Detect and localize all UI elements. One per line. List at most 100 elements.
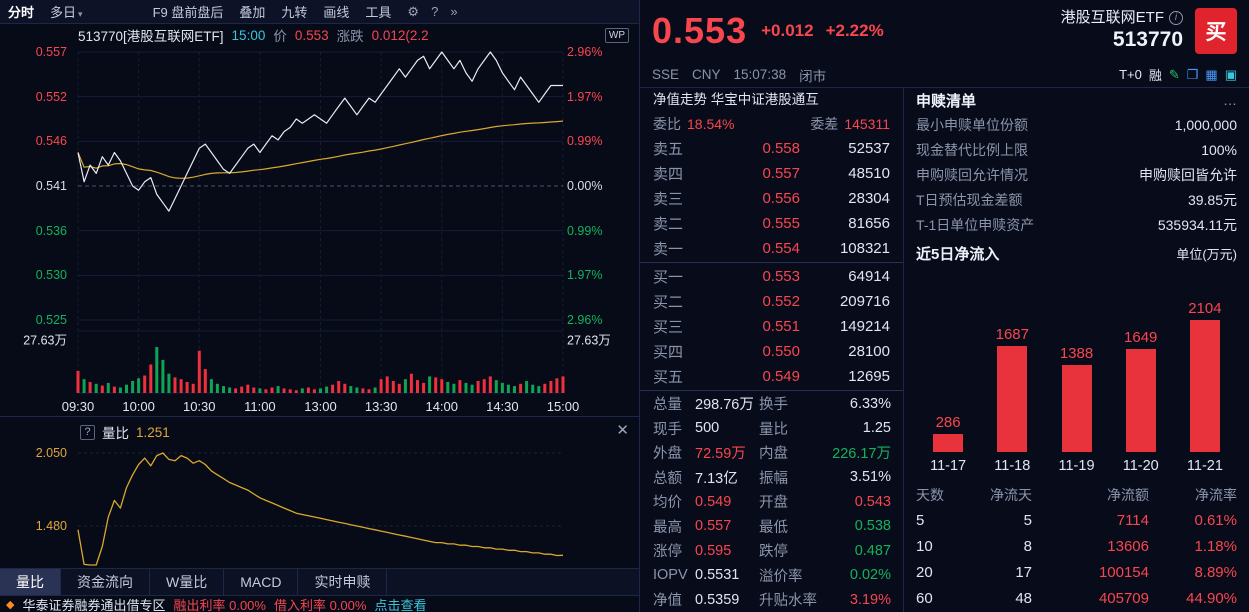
flow-bar-column: 1388 11-19 <box>1058 344 1095 474</box>
toolbar-item[interactable]: 叠加 <box>239 5 266 20</box>
quote-stats: 总量 298.76万 换手 6.33% 现手 500 量比 1.25 外盘 72.59万 内盘 226… <box>653 392 891 612</box>
grid-icon[interactable]: ▦ <box>1205 66 1218 82</box>
ask-row[interactable]: 卖二 0.555 81656 <box>653 214 890 233</box>
flow-bar <box>1061 364 1092 452</box>
intraday-chart-canvas <box>76 51 565 394</box>
time-label: 13:30 <box>364 399 398 414</box>
bid-row[interactable]: 买二 0.552 209716 <box>653 292 890 311</box>
info-row: 最小申赎单位份额 1,000,000 <box>916 117 1237 134</box>
exchange-label: SSE <box>652 67 680 82</box>
buy-button[interactable]: 买 <box>1195 8 1237 54</box>
ticker-text: 华泰证券融券通出借专区 <box>22 597 166 612</box>
ask-row[interactable]: 卖五 0.558 52537 <box>653 139 890 158</box>
price-axis-label: 0.536 <box>35 223 67 238</box>
redemption-info: 最小申赎单位份额 1,000,000 现金替代比例上限 100% 申购赎回允许情况 申购赎… <box>916 113 1237 238</box>
toolbar-item[interactable]: 多日 ▾ <box>50 5 83 20</box>
pct-axis-label: 2.96% <box>567 313 603 327</box>
intraday-chart: 0.557 0.552 0.546 0.541 0.536 0.530 0.525 2.96%… <box>0 45 639 398</box>
table-row: 60 48 405709 44.90% <box>916 590 1237 608</box>
price-change-pct: +2.22% <box>825 21 884 40</box>
indicator-tab[interactable]: MACD <box>224 569 299 595</box>
stat-row: 净值 0.5359 升贴水率 3.19% <box>653 591 891 610</box>
etf-code: 513770 <box>1112 28 1183 52</box>
toolbar-item[interactable]: 工具 <box>365 5 392 20</box>
pencil-icon[interactable]: ✎ <box>1168 66 1180 82</box>
indicator-tab[interactable]: W量比 <box>150 569 225 595</box>
ratio-axis-label: 2.050 <box>35 446 67 460</box>
etf-name: 港股互联网ETF <box>1060 8 1164 26</box>
toolbar-item[interactable]: F9 盘前盘后 <box>152 5 224 20</box>
window-icon[interactable]: ❐ <box>1186 66 1199 82</box>
ticker-bullet-icon: ◆ <box>6 598 15 611</box>
pct-axis-label: 0.99% <box>567 223 603 238</box>
stat-row: 总量 298.76万 换手 6.33% <box>653 395 891 414</box>
flow-bar-column: 1687 11-18 <box>994 325 1031 474</box>
order-book: 净值走势 华宝中证港股通互 委比 18.54% 委差 145311 卖五 0.55… <box>640 88 904 612</box>
ratio-value: 1.251 <box>136 424 170 440</box>
table-row: 5 5 7114 0.61% <box>916 512 1237 530</box>
info-row: 现金替代比例上限 100% <box>916 142 1237 159</box>
chart-toolbar: 分时 多日 ▾ F9 盘前盘后 叠加 九转 画线 工具 ⚙ ? » <box>0 0 639 24</box>
toolbar-item[interactable]: 画线 <box>323 5 350 20</box>
time-label: 09:30 <box>61 399 95 414</box>
ticker-text: 借入利率 0.00% <box>273 597 367 612</box>
more-icon[interactable]: » <box>450 4 458 19</box>
indicator-tab[interactable]: 实时申赎 <box>298 569 388 595</box>
help-icon[interactable]: ? <box>80 424 95 440</box>
weibi-label: 委比 <box>653 115 681 132</box>
flow-bar-column: 286 11-17 <box>930 413 967 474</box>
flow-bar <box>1189 319 1220 452</box>
net-inflow-title: 近5日净流入 <box>916 245 1000 263</box>
close-icon[interactable]: ✕ <box>616 422 629 439</box>
nav-marquee[interactable]: 净值走势 华宝中证港股通互 <box>653 92 819 107</box>
volume-ratio-canvas <box>77 452 564 566</box>
stat-row: IOPV 0.5531 溢价率 0.02% <box>653 567 891 585</box>
info-icon[interactable]: i <box>1169 10 1183 25</box>
price-axis-label: 0.541 <box>35 179 67 193</box>
info-row: T-1日单位申赎资产 535934.11元 <box>916 217 1237 234</box>
chevron-down-icon: ▾ <box>78 9 83 19</box>
ask-row[interactable]: 卖三 0.556 28304 <box>653 189 890 208</box>
price-change: +0.012 <box>761 21 814 40</box>
time-label: 10:00 <box>122 399 155 414</box>
currency-label: CNY <box>692 67 721 82</box>
gear-icon[interactable]: ⚙ <box>407 3 420 19</box>
table-row: 20 17 100154 8.89% <box>916 564 1237 582</box>
pct-axis-label: 1.97% <box>567 268 603 283</box>
volume-ratio-chart: ? 量比 1.251 ✕ 2.050 1.480 <box>0 416 639 568</box>
chart-time: 15:00 <box>231 27 266 43</box>
ask-row[interactable]: 卖四 0.557 48510 <box>653 164 890 183</box>
ask-row[interactable]: 卖一 0.554 108321 <box>653 239 890 258</box>
bid-row[interactable]: 买五 0.549 12695 <box>653 367 890 386</box>
stat-row: 涨停 0.595 跌停 0.487 <box>653 542 891 561</box>
help-icon[interactable]: ? <box>431 4 439 19</box>
weicha-value: 145311 <box>844 115 890 132</box>
weibi-value: 18.54% <box>687 115 735 132</box>
time-label: 13:00 <box>304 399 337 414</box>
redemption-panel: 申赎清单 … 最小申赎单位份额 1,000,000 现金替代比例上限 100% 申购赎回… <box>904 88 1249 612</box>
time-label: 11:00 <box>244 399 276 414</box>
bid-row[interactable]: 买三 0.551 149214 <box>653 317 890 336</box>
indicator-tab[interactable]: 资金流向 <box>61 569 150 595</box>
toolbar-item[interactable]: 分时 <box>8 5 35 20</box>
news-ticker[interactable]: ◆ 华泰证券融券通出借专区 融出利率 0.00% 借入利率 0.00% 点击查看 <box>0 596 639 612</box>
flow-bar-column: 1649 11-20 <box>1122 328 1159 474</box>
table-row: 10 8 13606 1.18% <box>916 538 1237 556</box>
panel-icon[interactable]: ▣ <box>1224 66 1237 82</box>
stat-row: 最高 0.557 最低 0.538 <box>653 518 891 536</box>
time-label: 14:00 <box>425 399 459 414</box>
chart-code: 513770[港股互联网ETF] <box>78 29 224 44</box>
weicha-label: 委差 <box>810 115 839 132</box>
more-options-icon[interactable]: … <box>1223 92 1237 109</box>
stat-row: 外盘 72.59万 内盘 226.17万 <box>653 446 891 463</box>
bid-row[interactable]: 买四 0.550 28100 <box>653 342 890 361</box>
bid-row[interactable]: 买一 0.553 64914 <box>653 267 890 286</box>
pct-axis-label: 0.99% <box>567 134 603 149</box>
toolbar-item[interactable]: 九转 <box>281 5 308 20</box>
change-label: 涨跌 <box>336 29 364 44</box>
indicator-tab[interactable]: 量比 <box>0 569 61 595</box>
market-status: 闭市 <box>799 68 827 84</box>
flow-bar <box>997 345 1028 452</box>
wp-badge[interactable]: WP <box>604 27 629 43</box>
